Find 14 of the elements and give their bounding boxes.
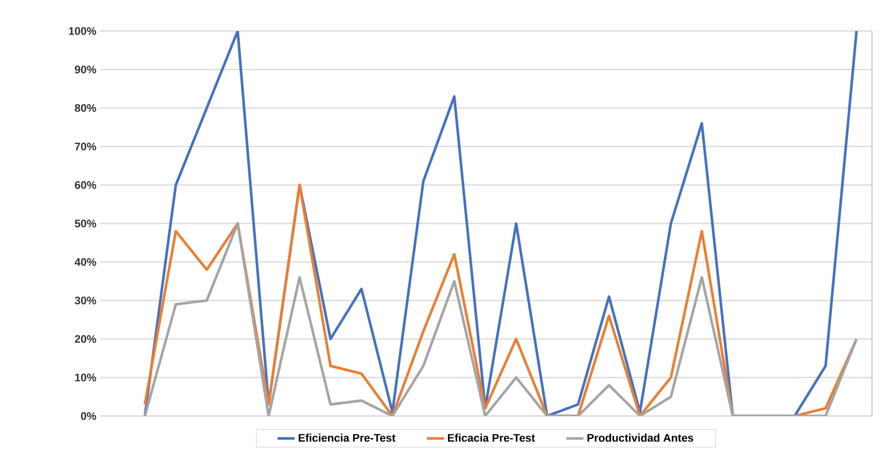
legend-label: Eficacia Pre-Test <box>448 434 535 442</box>
y-tick-label: 80% <box>74 104 96 112</box>
y-tick-label: 50% <box>74 220 96 228</box>
y-tick-label: 90% <box>74 66 96 74</box>
y-tick-label: 0% <box>81 412 96 420</box>
legend-label: Eficiencia Pre-Test <box>298 434 396 442</box>
y-tick-label: 60% <box>74 181 96 189</box>
y-tick-label: 20% <box>74 335 96 343</box>
y-tick-label: 70% <box>74 142 96 150</box>
y-tick-label: 30% <box>74 296 96 304</box>
y-tick-label: 10% <box>75 374 96 382</box>
y-tick-label: 100% <box>69 27 96 35</box>
y-tick-label: 40% <box>74 258 96 266</box>
legend-label: Productividad Antes <box>587 434 694 442</box>
